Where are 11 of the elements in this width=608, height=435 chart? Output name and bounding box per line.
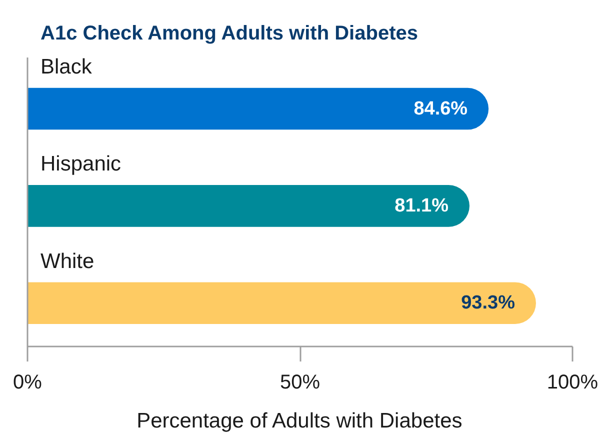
x-tick-label: 50% xyxy=(280,372,320,394)
x-tick-label: 100% xyxy=(546,372,598,394)
x-axis-title: Percentage of Adults with Diabetes xyxy=(136,410,462,432)
chart-title: A1c Check Among Adults with Diabetes xyxy=(40,22,418,44)
data-label: 81.1% xyxy=(394,195,449,216)
y-tick-label: Black xyxy=(40,56,92,79)
x-tick-label: 0% xyxy=(13,372,42,394)
data-label: 84.6% xyxy=(414,98,468,120)
y-tick-label: Hispanic xyxy=(40,152,122,176)
y-tick-label: White xyxy=(40,250,94,273)
data-label: 93.3% xyxy=(461,292,516,314)
